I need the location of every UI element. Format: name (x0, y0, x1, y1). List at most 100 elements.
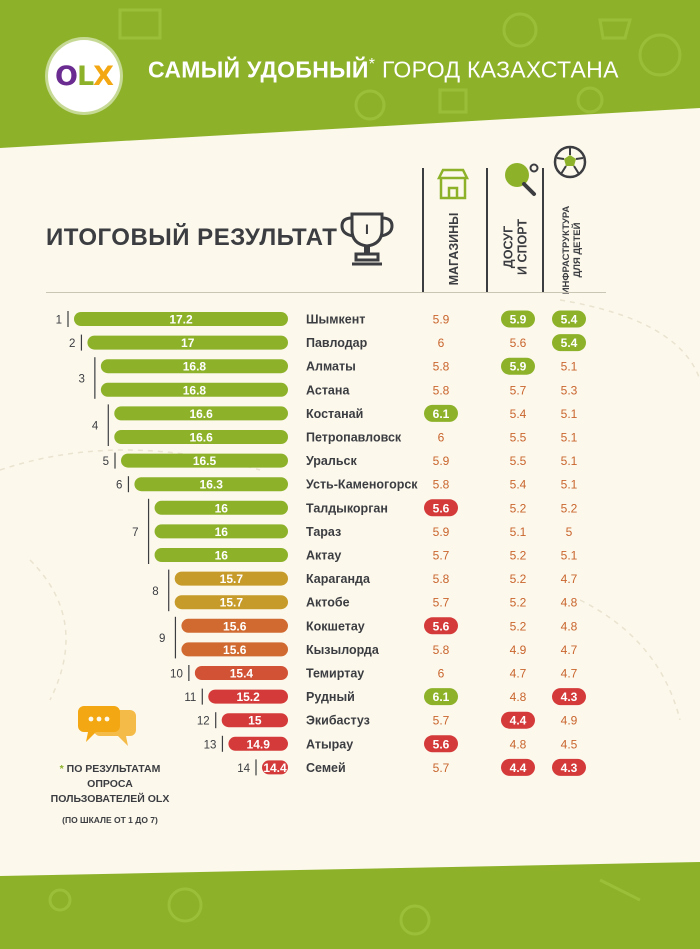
total-bar-label: 16.8 (183, 383, 207, 397)
score-value: 5.4 (510, 478, 527, 492)
score-value: 5.8 (433, 478, 450, 492)
score-value: 5.7 (433, 549, 450, 563)
rank-label: 8 (152, 586, 158, 598)
score-pill (424, 617, 458, 635)
score-value: 5 (566, 525, 573, 539)
city-label: Астана (306, 383, 350, 397)
city-label: Семей (306, 761, 346, 775)
score-value: 4.3 (561, 761, 578, 775)
city-label: Актау (306, 549, 341, 563)
city-label: Атырау (306, 737, 353, 751)
score-value: 5.8 (433, 572, 450, 586)
total-bar-label: 16.3 (200, 478, 224, 492)
trophy-icon: I (340, 212, 394, 266)
score-value: 5.2 (510, 596, 527, 610)
score-value: 5.2 (510, 572, 527, 586)
total-bar (134, 477, 288, 492)
logo-letter-l: L (76, 60, 94, 92)
score-value: 5.2 (510, 501, 527, 515)
score-pill (501, 357, 535, 375)
score-value: 4.4 (510, 761, 527, 775)
header-rule (46, 292, 606, 293)
score-value: 5.9 (510, 313, 527, 327)
total-bar-label: 15.7 (220, 572, 244, 586)
total-bar-label: 16 (215, 501, 229, 515)
city-label: Уральск (306, 454, 357, 468)
score-value: 5.8 (433, 383, 450, 397)
score-value: 5.1 (561, 407, 578, 421)
footnote: * ПО РЕЗУЛЬТАТАМ ОПРОСА ПОЛЬЗОВАТЕЛЕЙ OL… (40, 762, 180, 828)
logo-letter-o: O (55, 60, 78, 92)
score-value: 5.5 (510, 454, 527, 468)
rank-label: 6 (116, 480, 122, 492)
footnote-line1-text: ПО РЕЗУЛЬТАТАМ (66, 763, 161, 775)
score-pill (424, 499, 458, 517)
footnote-star: * (59, 763, 64, 775)
city-label: Кызылорда (306, 643, 380, 657)
total-bar (154, 548, 288, 562)
city-label: Петропавловск (306, 431, 402, 445)
total-bar (74, 312, 288, 326)
score-value: 5.7 (433, 596, 450, 610)
city-label: Рудный (306, 690, 355, 704)
score-value: 5.6 (433, 737, 450, 751)
score-value: 4.8 (561, 619, 578, 633)
total-bar-label: 15 (248, 714, 262, 728)
column-divider (422, 168, 424, 292)
score-value: 6 (438, 431, 445, 445)
score-value: 5.2 (561, 501, 578, 515)
header-title: САМЫЙ УДОБНЫЙ* ГОРОД КАЗАХСТАНА (148, 56, 619, 84)
score-value: 4.7 (561, 643, 578, 657)
score-value: 5.6 (433, 619, 450, 633)
total-bar (121, 453, 288, 468)
column-divider (486, 168, 488, 292)
rank-label: 3 (78, 374, 84, 386)
total-bar (87, 335, 288, 350)
score-pill (501, 711, 535, 729)
total-bar (174, 571, 288, 586)
score-value: 5.1 (510, 525, 527, 539)
total-bar (208, 689, 288, 704)
total-bar-label: 15.7 (220, 596, 244, 610)
rank-label: 2 (69, 338, 75, 350)
speech-bubbles-icon (78, 706, 136, 746)
score-value: 4.7 (561, 667, 578, 681)
total-bar (154, 524, 288, 539)
total-bar (181, 618, 288, 633)
score-value: 6 (438, 336, 445, 350)
score-value: 5.7 (433, 714, 450, 728)
score-value: 6.1 (433, 407, 450, 421)
score-value: 4.8 (510, 737, 527, 751)
rank-label: 5 (103, 456, 109, 468)
city-label: Алматы (306, 360, 356, 374)
rank-label: 7 (132, 527, 138, 539)
score-value: 4.7 (510, 667, 527, 681)
score-value: 5.9 (433, 313, 450, 327)
total-bar-label: 16 (215, 525, 229, 539)
score-value: 4.9 (510, 643, 527, 657)
rank-label: 11 (184, 692, 196, 704)
score-pill (424, 688, 458, 706)
score-value: 5.5 (510, 431, 527, 445)
footnote-line2: ОПРОСА (87, 778, 133, 790)
score-value: 5.7 (510, 383, 527, 397)
logo-letter-x: X (93, 60, 114, 92)
score-value: 5.1 (561, 431, 578, 445)
score-value: 4.7 (561, 572, 578, 586)
total-bar (100, 359, 288, 374)
shop-icon (436, 168, 470, 200)
score-value: 5.7 (433, 761, 450, 775)
score-value: 4.4 (510, 714, 527, 728)
score-value: 5.1 (561, 478, 578, 492)
footnote-line1: * ПО РЕЗУЛЬТАТАМ (40, 762, 180, 777)
score-pill (552, 688, 586, 706)
rank-label: 9 (159, 633, 165, 645)
score-value: 6 (438, 667, 445, 681)
total-bar-label: 16.6 (189, 407, 213, 421)
footnote-line3: ПОЛЬЗОВАТЕЛЕЙ OLX (50, 793, 170, 805)
total-bar-label: 15.4 (230, 667, 254, 681)
city-label: Кокшетау (306, 619, 365, 633)
city-label: Шымкент (306, 313, 365, 327)
